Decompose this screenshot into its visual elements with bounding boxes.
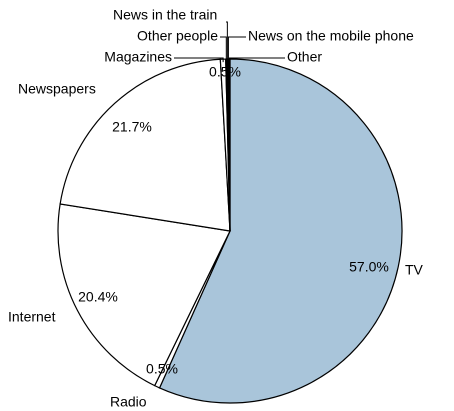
value-label: 0.5% (146, 361, 178, 377)
slice-label: Other (287, 49, 322, 65)
leader-line (174, 57, 224, 63)
pie-slice (57, 203, 231, 387)
pie-slice (158, 58, 403, 404)
value-label: 57.0% (349, 259, 389, 275)
slice-label: Internet (8, 309, 56, 325)
slice-label: Radio (110, 394, 147, 410)
leader-line (220, 36, 227, 63)
value-label: 0.5% (209, 64, 241, 80)
slice-label: News in the train (113, 7, 217, 23)
slice-label: News on the mobile phone (248, 28, 414, 44)
slice-label: TV (405, 262, 424, 278)
slice-label: Newspapers (18, 81, 96, 97)
slice-label: Other people (137, 28, 218, 44)
value-label: 20.4% (78, 289, 118, 305)
leader-line (227, 36, 246, 63)
leader-line (226, 21, 228, 63)
pie-slice (59, 58, 231, 232)
leader-line (228, 57, 285, 63)
slice-label: Magazines (104, 49, 172, 65)
value-label: 21.7% (112, 119, 152, 135)
